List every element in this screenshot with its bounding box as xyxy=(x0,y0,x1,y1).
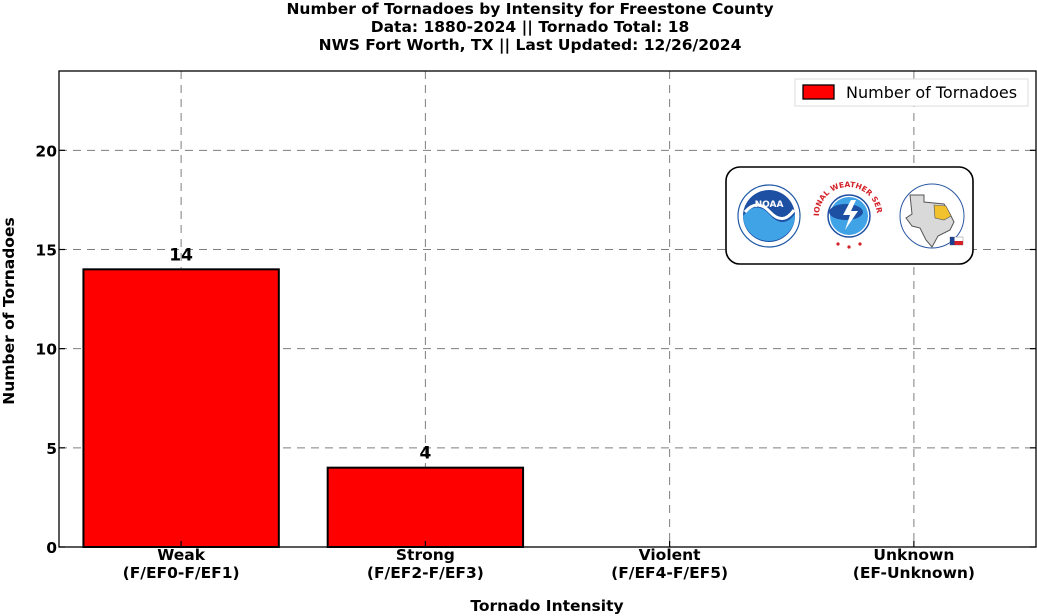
data-labels: 14 4 xyxy=(169,245,431,463)
bars xyxy=(82,268,525,548)
data-label-1: 4 xyxy=(419,444,431,464)
y-axis-label: Number of Tornadoes xyxy=(0,217,18,404)
x-tick-label-2-line2: (F/EF4-F/EF5) xyxy=(611,564,728,582)
legend: Number of Tornadoes xyxy=(794,78,1029,107)
bar-0 xyxy=(82,268,280,548)
x-tick-label-0-line1: Weak xyxy=(157,546,206,564)
y-tick-label-0: 0 xyxy=(46,539,57,557)
noaa-logo-text: NOAA xyxy=(755,200,784,210)
chart-title: Number of Tornadoes by Intensity for Fre… xyxy=(286,0,773,55)
x-tick-label-1-line1: Strong xyxy=(396,546,455,564)
chart-title-line-3: NWS Fort Worth, TX || Last Updated: 12/2… xyxy=(319,36,742,55)
x-tick-label-2-line1: Violent xyxy=(639,546,702,564)
x-tick-label-3-line2: (EF-Unknown) xyxy=(853,564,975,582)
x-axis-label: Tornado Intensity xyxy=(470,597,623,615)
x-tick-label-0-line2: (F/EF0-F/EF1) xyxy=(123,564,240,582)
x-tick-label-3-line1: Unknown xyxy=(873,546,954,564)
chart-title-line-2: Data: 1880-2024 || Tornado Total: 18 xyxy=(371,18,690,37)
chart-title-line-1: Number of Tornadoes by Intensity for Fre… xyxy=(286,0,773,18)
x-tick-label-1-line2: (F/EF2-F/EF3) xyxy=(367,564,484,582)
noaa-logo: NOAA xyxy=(737,184,801,248)
x-axis-ticks: Weak(F/EF0-F/EF1) Strong(F/EF2-F/EF3) Viol… xyxy=(123,541,975,582)
legend-label: Number of Tornadoes xyxy=(846,83,1017,102)
plot-frame xyxy=(58,70,1037,548)
y-axis-ticks: 0 5 10 15 20 xyxy=(35,142,1036,557)
bar-1 xyxy=(326,466,525,548)
data-label-0: 14 xyxy=(169,245,193,265)
y-tick-label-5: 5 xyxy=(46,440,57,458)
y-tick-label-20: 20 xyxy=(35,142,57,160)
y-tick-label-15: 15 xyxy=(35,242,57,260)
legend-swatch xyxy=(802,84,835,100)
y-tick-label-10: 10 xyxy=(35,341,57,359)
nws-fort-worth-logo xyxy=(899,183,965,249)
